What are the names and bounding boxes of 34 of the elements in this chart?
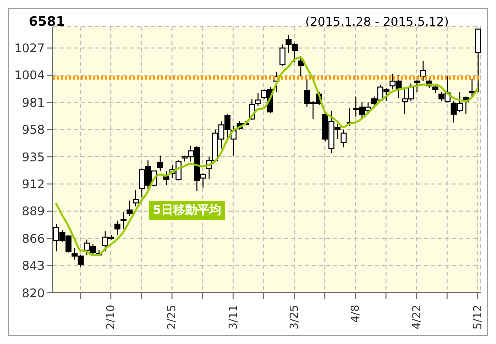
candlestick [469,78,476,98]
x-tick-label: 4/22 [410,305,424,330]
candlestick [414,80,420,93]
candlestick [120,212,127,230]
candlestick [255,92,262,107]
candlestick [475,28,482,93]
chart-title: 6581 [29,15,66,30]
candlestick [114,220,121,236]
x-tick-label: 2/25 [166,305,179,330]
x-tick-label: 2/10 [104,305,118,330]
y-tick-label: 889 [22,204,45,219]
y-tick-label: 1004 [14,68,45,83]
y-tick-label: 935 [22,150,45,164]
x-tick-label: 3/25 [288,305,302,330]
y-tick-label: 866 [22,232,45,246]
x-tick-label: 3/11 [226,305,240,330]
x-tick-label: 4/8 [349,305,362,323]
y-tick-label: 912 [22,177,45,192]
candlestick [132,190,139,208]
series-label: 5日移動平均 [149,201,226,220]
y-tick-label: 981 [22,96,45,110]
candlestick [126,200,133,217]
y-tick-label: 1027 [14,42,45,56]
line-series [55,56,479,256]
x-tick-label: 5/12 [471,305,484,330]
chart-subtitle: (2015.1.28 - 2015.5.12) [306,15,449,29]
y-tick-label: 958 [22,123,45,138]
y-tick-label: 820 [22,286,45,300]
y-tick-label: 843 [22,259,45,274]
candlestick [157,155,164,172]
candlestick [340,129,347,148]
candlestick [280,44,286,67]
candlestick [420,60,426,82]
candlestick [298,56,304,78]
